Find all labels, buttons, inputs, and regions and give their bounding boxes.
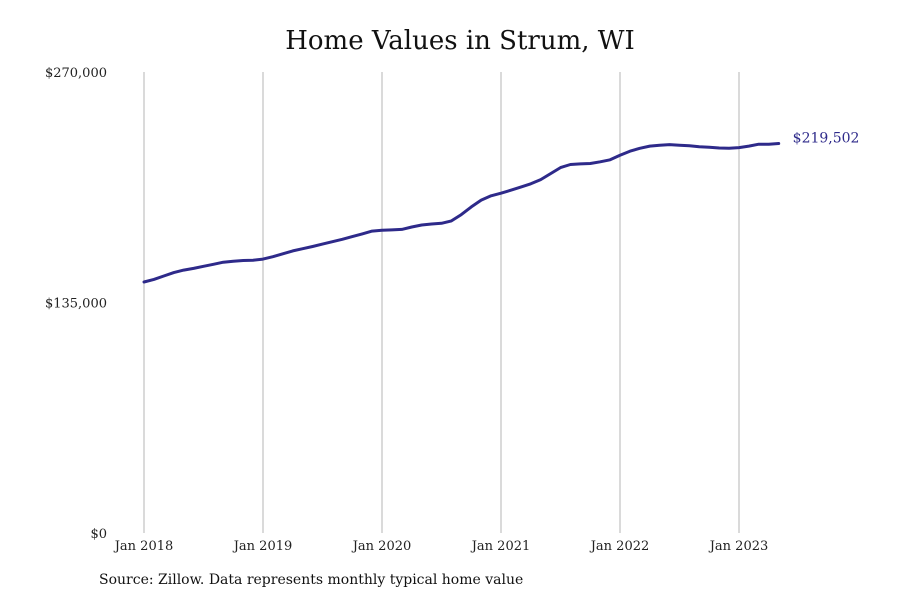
y-tick-label: $0 [90, 527, 107, 542]
x-tick-label: Jan 2019 [232, 539, 293, 554]
x-tick-label: Jan 2021 [470, 539, 531, 554]
y-tick-label: $270,000 [45, 66, 107, 81]
x-tick-label: Jan 2023 [708, 539, 769, 554]
chart-title: Home Values in Strum, WI [285, 26, 635, 56]
series-layer: $219,502 [142, 131, 860, 284]
y-tick-label: $135,000 [45, 297, 107, 312]
series-end-label: $219,502 [793, 131, 860, 147]
y-axis-ticks: $0 $135,000 $270,000 [45, 66, 107, 542]
source-note: Source: Zillow. Data represents monthly … [99, 572, 524, 588]
series-line [142, 142, 781, 284]
x-tick-label: Jan 2022 [589, 539, 650, 554]
x-tick-label: Jan 2018 [113, 539, 174, 554]
x-tick-label: Jan 2020 [351, 539, 412, 554]
x-axis-ticks: Jan 2018 Jan 2019 Jan 2020 Jan 2021 Jan 2022… [113, 539, 769, 554]
gridlines [143, 72, 740, 533]
